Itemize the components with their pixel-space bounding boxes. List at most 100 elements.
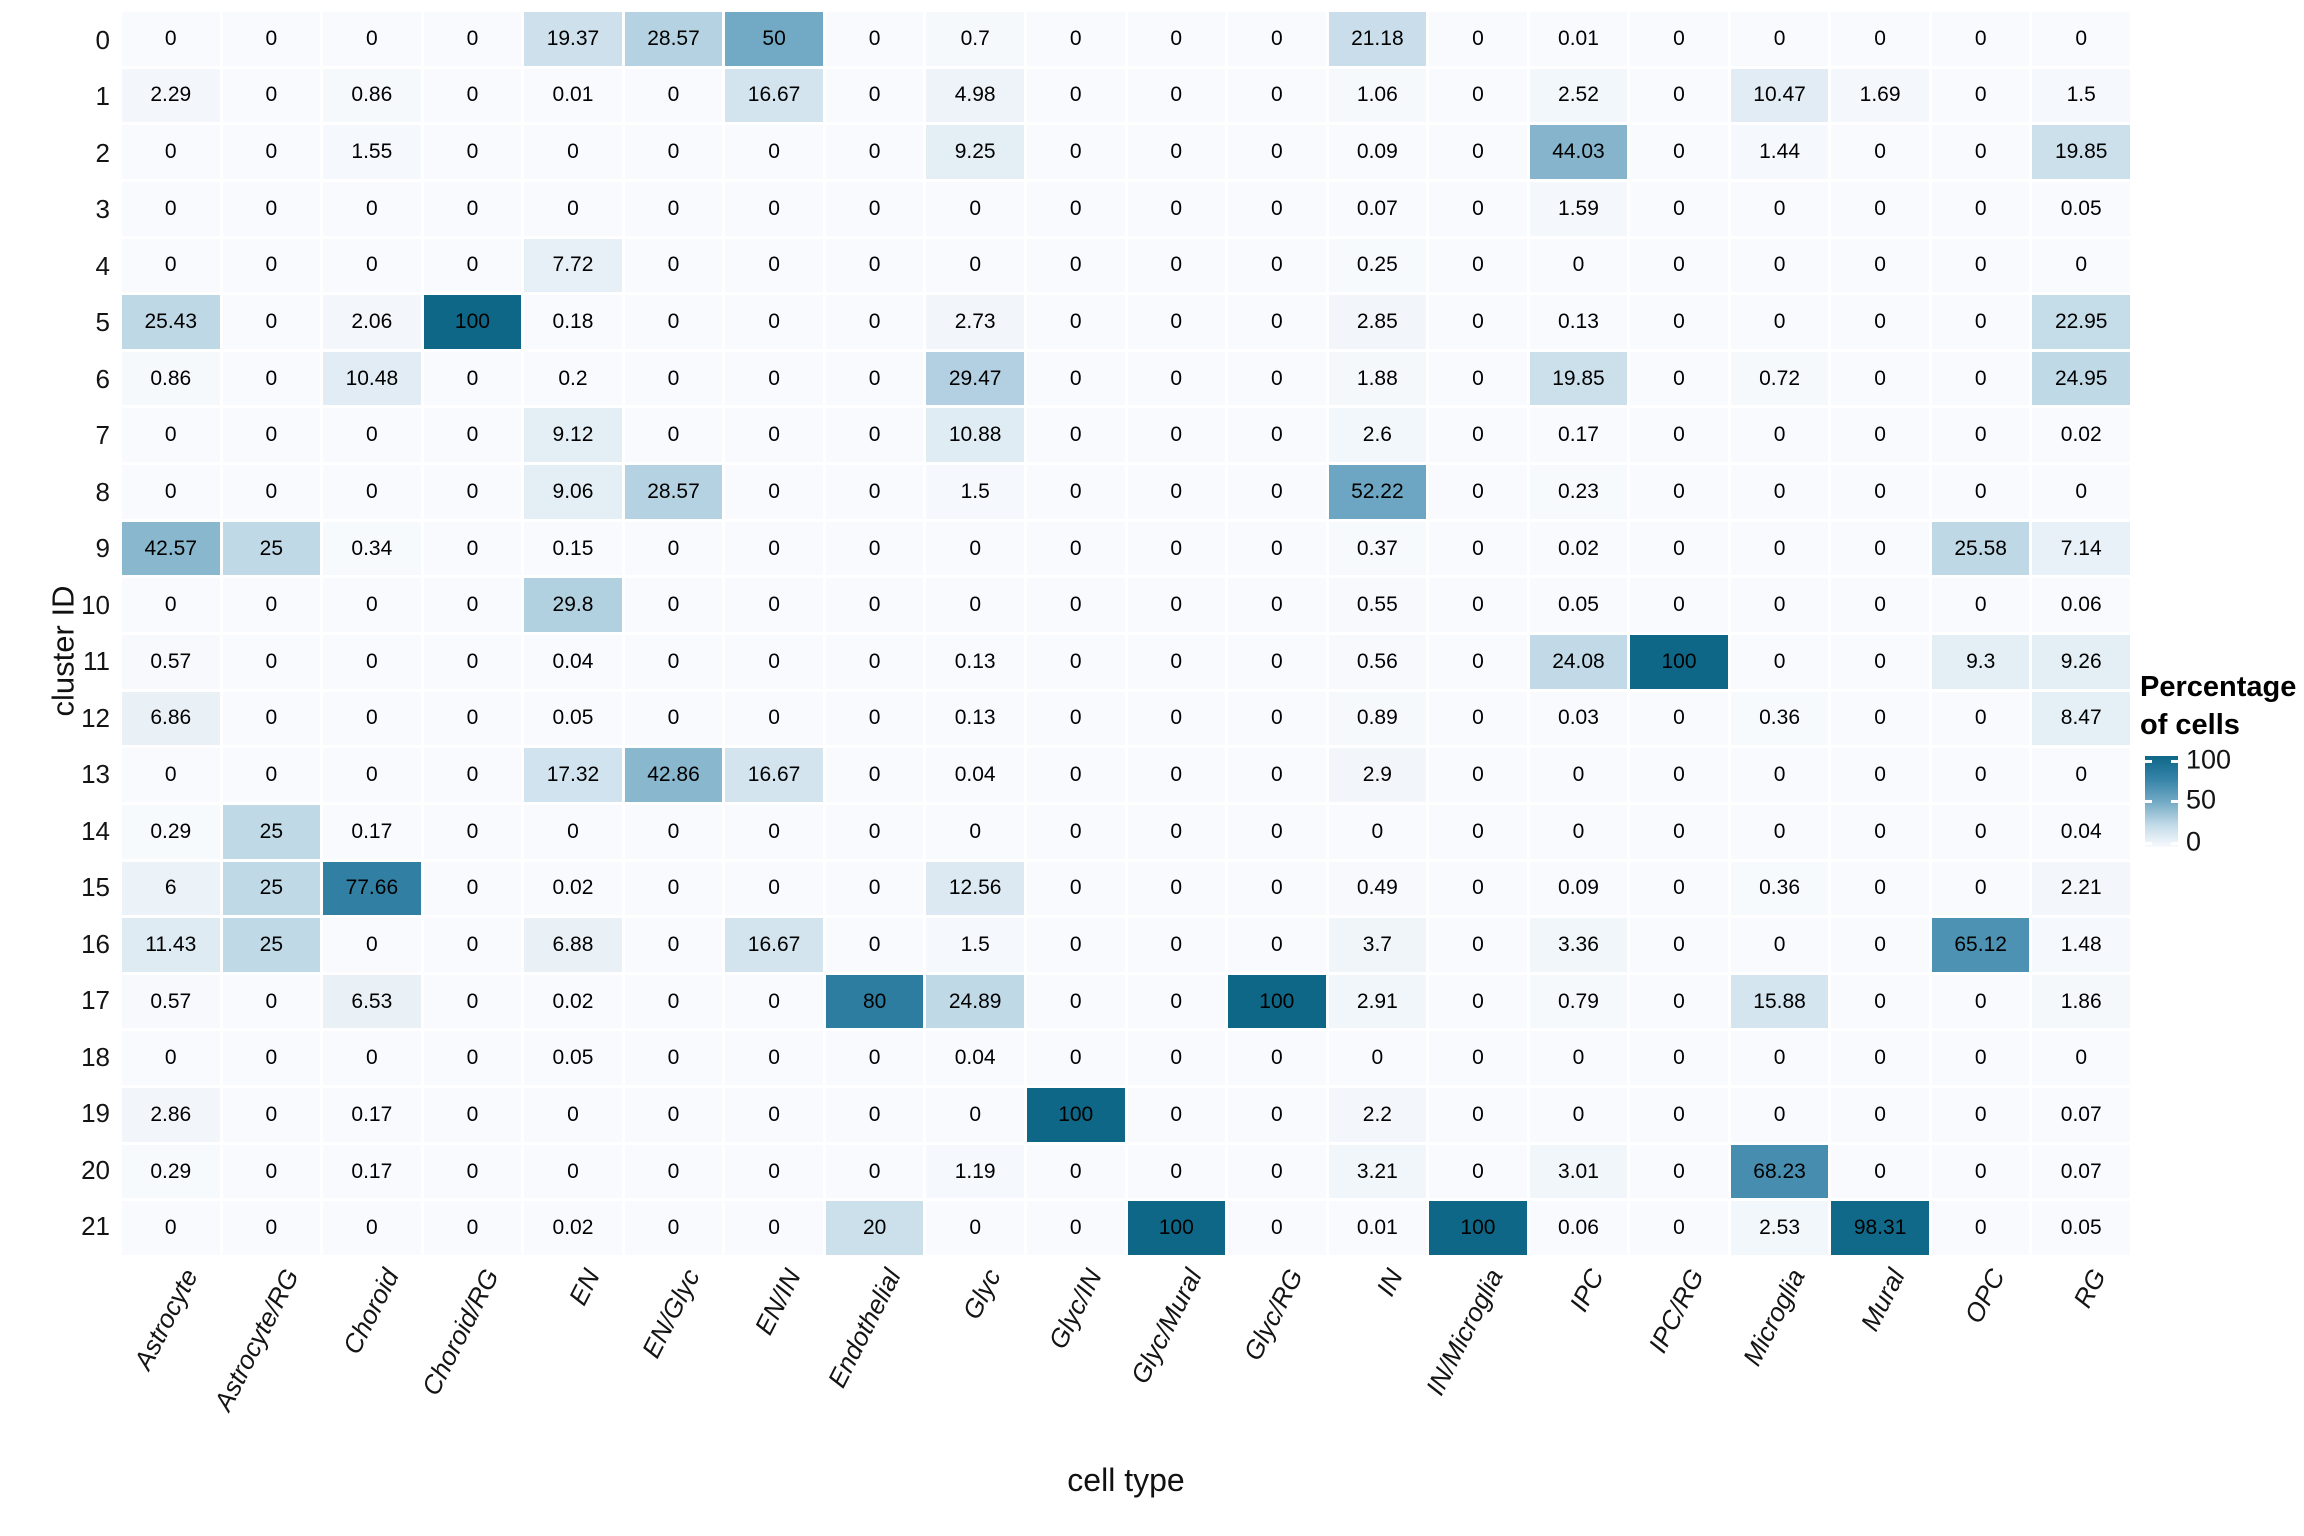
heatmap-cell: 0	[423, 351, 522, 406]
heatmap-cell: 0	[1127, 861, 1226, 916]
heatmap-cell: 2.29	[122, 68, 220, 123]
heatmap-cell: 0	[323, 635, 421, 689]
heatmap-cell: 0	[524, 1088, 622, 1142]
heatmap-cell: 100	[1429, 1201, 1527, 1255]
heatmap-cell: 0	[1127, 68, 1226, 123]
heatmap-cell: 0	[1630, 748, 1728, 802]
heatmap-cell: 0	[2032, 748, 2130, 802]
heatmap-cell: 0.09	[1328, 125, 1427, 179]
heatmap-cell: 0	[1429, 861, 1527, 916]
heatmap-cell: 0	[1730, 521, 1829, 576]
heatmap-cell: 0	[323, 465, 421, 519]
heatmap-cell: 0	[725, 1201, 823, 1255]
heatmap-cell: 0	[1931, 748, 2030, 802]
heatmap-cell: 0	[1529, 748, 1628, 802]
heatmap-cell: 0	[1931, 974, 2030, 1029]
heatmap-cell: 0	[1429, 1031, 1527, 1086]
heatmap-cell: 0	[1831, 918, 1929, 972]
heatmap-cell: 0	[1127, 1031, 1226, 1086]
heatmap-cell: 0	[825, 1088, 924, 1142]
heatmap-cell: 0	[423, 68, 522, 123]
heatmap-cell: 0	[1228, 804, 1326, 859]
legend-title-line1: Percentage	[2140, 671, 2297, 703]
heatmap-cell: 0	[1026, 1201, 1125, 1255]
heatmap-cell: 0	[624, 68, 723, 123]
y-axis-tick-label: 0	[95, 24, 110, 55]
legend-tick-mark	[2145, 800, 2152, 804]
heatmap-cell: 0	[825, 68, 924, 123]
heatmap-cell: 0	[423, 408, 522, 463]
heatmap-cell: 0.17	[323, 1144, 421, 1199]
heatmap-cell: 0	[1429, 68, 1527, 123]
heatmap-cell: 0	[524, 1144, 622, 1199]
heatmap-cell: 0.07	[1328, 181, 1427, 236]
heatmap-cell: 0	[423, 521, 522, 576]
heatmap-cell: 0	[1630, 1144, 1728, 1199]
heatmap-cell: 0	[1026, 974, 1125, 1029]
heatmap-cell: 2.06	[323, 295, 421, 349]
heatmap-cell: 0	[423, 748, 522, 802]
heatmap-cell: 0	[122, 1031, 220, 1086]
heatmap-cell: 29.8	[524, 578, 622, 632]
heatmap-cell: 25	[222, 521, 321, 576]
heatmap-cell: 0	[1429, 181, 1527, 236]
heatmap-cell: 0	[825, 578, 924, 632]
heatmap-cell: 25.43	[122, 295, 220, 349]
heatmap-cell: 0.01	[524, 68, 622, 123]
heatmap-cell: 0	[1228, 1144, 1326, 1199]
heatmap-cell: 0	[1831, 351, 1929, 406]
heatmap-cell: 0.05	[2032, 181, 2130, 236]
heatmap-cell: 0	[624, 1031, 723, 1086]
heatmap-cell: 0	[1127, 351, 1226, 406]
heatmap-cell: 0	[122, 238, 220, 293]
heatmap-cell: 0	[1026, 351, 1125, 406]
heatmap-cell: 0	[725, 295, 823, 349]
heatmap-cell: 0	[2032, 12, 2130, 66]
heatmap-cell: 1.5	[926, 465, 1024, 519]
heatmap-cell: 0	[825, 238, 924, 293]
heatmap-cell: 0	[1630, 861, 1728, 916]
heatmap-cell: 24.08	[1529, 635, 1628, 689]
heatmap-cell: 0	[1529, 1088, 1628, 1142]
heatmap-cell: 0	[1228, 465, 1326, 519]
y-axis-tick-label: 11	[83, 646, 110, 677]
heatmap-cell: 0	[1127, 125, 1226, 179]
heatmap-cell: 0.29	[122, 804, 220, 859]
heatmap-cell: 0	[1026, 295, 1125, 349]
heatmap-cell: 3.01	[1529, 1144, 1628, 1199]
heatmap-cell: 2.53	[1730, 1201, 1829, 1255]
heatmap-cell: 0.05	[524, 1031, 622, 1086]
heatmap-cell: 0	[1730, 465, 1829, 519]
heatmap-cell: 0	[1931, 578, 2030, 632]
heatmap-cell: 0.34	[323, 521, 421, 576]
heatmap-cell: 0	[725, 974, 823, 1029]
heatmap-cell: 0	[1429, 408, 1527, 463]
heatmap-cell: 0	[1328, 1031, 1427, 1086]
heatmap-cell: 2.2	[1328, 1088, 1427, 1142]
heatmap-cell: 1.69	[1831, 68, 1929, 123]
heatmap-cell: 0	[323, 238, 421, 293]
heatmap-cell: 0	[323, 12, 421, 66]
y-axis-tick-label: 15	[81, 872, 110, 903]
heatmap-cell: 0.23	[1529, 465, 1628, 519]
heatmap-cell: 0	[222, 748, 321, 802]
heatmap-cell: 0	[725, 804, 823, 859]
heatmap-cell: 0	[222, 578, 321, 632]
heatmap-cell: 0	[1831, 181, 1929, 236]
heatmap-cell: 15.88	[1730, 974, 1829, 1029]
heatmap-cell: 1.55	[323, 125, 421, 179]
heatmap-cell: 16.67	[725, 748, 823, 802]
heatmap-cell: 0.17	[1529, 408, 1628, 463]
heatmap-cell: 0	[1228, 181, 1326, 236]
heatmap-cell: 98.31	[1831, 1201, 1929, 1255]
heatmap-cell: 0.7	[926, 12, 1024, 66]
heatmap-cell: 0	[1026, 238, 1125, 293]
heatmap-cell: 0	[1127, 238, 1226, 293]
y-axis-tick-label: 14	[81, 815, 110, 846]
heatmap-cell: 0	[222, 125, 321, 179]
heatmap-cell: 0	[1026, 1031, 1125, 1086]
heatmap-cell: 0	[222, 691, 321, 746]
heatmap-cell: 0	[423, 1088, 522, 1142]
heatmap-cell: 0	[1529, 1031, 1628, 1086]
heatmap-cell: 0.04	[524, 635, 622, 689]
